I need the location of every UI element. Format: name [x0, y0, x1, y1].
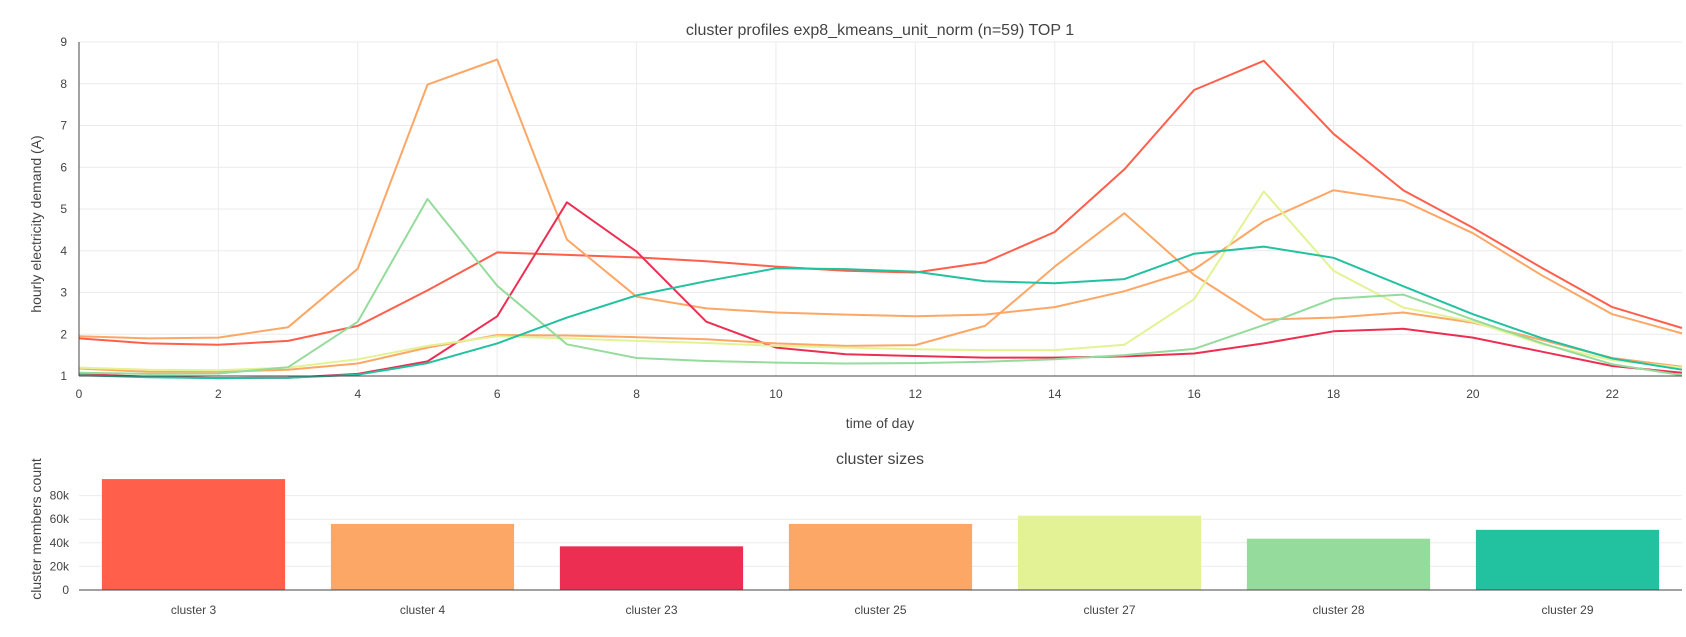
- line-chart-title: cluster profiles exp8_kmeans_unit_norm (…: [686, 22, 1074, 39]
- bar-cluster-3: [101, 479, 286, 590]
- bar-y-tick-label: 60k: [50, 512, 70, 526]
- x-axis-title: time of day: [846, 415, 914, 431]
- y-tick-label: 3: [60, 286, 67, 300]
- series-line-cluster-27: [78, 190, 1683, 372]
- x-tick-label: 0: [76, 387, 83, 401]
- bar-x-tick-label: cluster 23: [625, 603, 677, 617]
- series-line-cluster-4: [78, 58, 1683, 340]
- bar-x-tick-label: cluster 27: [1083, 603, 1135, 617]
- bar-cluster-27: [1017, 515, 1202, 590]
- bar-cluster-28: [1246, 538, 1431, 590]
- y-axis-title: hourly electricity demand (A): [28, 135, 44, 312]
- bar-x-tick-label: cluster 3: [171, 603, 217, 617]
- y-tick-label: 5: [60, 202, 67, 216]
- bar-chart-y-ticks: 0 20k 40k 60k 80k: [50, 489, 70, 597]
- x-tick-label: 10: [769, 387, 783, 401]
- y-tick-label: 1: [60, 369, 67, 383]
- bar-y-axis-title: cluster members count: [28, 458, 44, 600]
- bar-x-tick-label: cluster 4: [400, 603, 446, 617]
- bar-y-tick-label: 0: [62, 583, 69, 597]
- y-tick-label: 9: [60, 35, 67, 49]
- bar-y-tick-label: 20k: [50, 559, 70, 573]
- series-line-cluster-23: [78, 201, 1683, 380]
- bar-cluster-25: [788, 523, 973, 590]
- bar-chart-x-ticks: cluster 3 cluster 4 cluster 23 cluster 25 cl…: [171, 603, 1594, 617]
- bar-cluster-29: [1475, 529, 1660, 590]
- x-tick-label: 18: [1327, 387, 1341, 401]
- line-chart-grid: [78, 41, 1682, 376]
- series-line-cluster-29: [78, 245, 1683, 380]
- y-tick-label: 6: [60, 160, 67, 174]
- y-tick-label: 4: [60, 244, 67, 258]
- bar-chart: cluster sizes cluster 3 cluster 4 cluster …: [28, 451, 1682, 617]
- x-tick-label: 6: [494, 387, 501, 401]
- bar-x-tick-label: cluster 28: [1312, 603, 1364, 617]
- x-tick-label: 16: [1187, 387, 1201, 401]
- line-chart-y-ticks: 1 2 3 4 5 6 7 8 9: [60, 35, 67, 383]
- bar-y-tick-label: 80k: [50, 489, 70, 503]
- line-chart-x-ticks: 0 2 4 6 8 10 12 14 16 18 20 22: [76, 387, 1620, 401]
- x-tick-label: 4: [354, 387, 361, 401]
- x-tick-label: 20: [1466, 387, 1480, 401]
- x-tick-label: 12: [909, 387, 923, 401]
- x-tick-label: 22: [1606, 387, 1620, 401]
- line-chart: cluster profiles exp8_kmeans_unit_norm (…: [28, 22, 1683, 431]
- y-tick-label: 2: [60, 327, 67, 341]
- bar-y-tick-label: 40k: [50, 536, 70, 550]
- x-tick-label: 2: [215, 387, 222, 401]
- bar-cluster-4: [330, 523, 515, 590]
- series-line-cluster-25: [78, 212, 1683, 373]
- bar-x-tick-label: cluster 29: [1541, 603, 1593, 617]
- series-line-cluster-28: [78, 198, 1683, 377]
- bar-x-tick-label: cluster 25: [854, 603, 906, 617]
- y-tick-label: 7: [60, 119, 67, 133]
- x-tick-label: 14: [1048, 387, 1062, 401]
- bar-chart-title: cluster sizes: [836, 451, 924, 468]
- y-tick-label: 8: [60, 77, 67, 91]
- bar-cluster-23: [559, 546, 744, 590]
- line-chart-axes: [78, 42, 1682, 377]
- line-chart-series: [78, 58, 1683, 380]
- x-tick-label: 8: [633, 387, 640, 401]
- bar-chart-bars: [101, 479, 1660, 590]
